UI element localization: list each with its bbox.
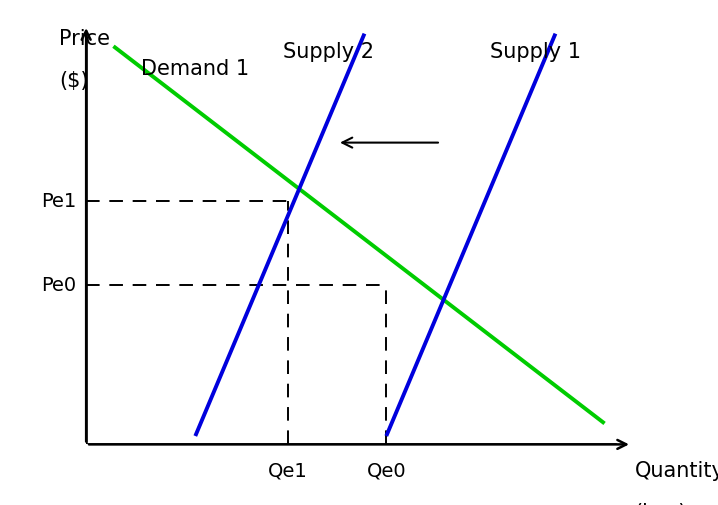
- Text: (kgs): (kgs): [635, 503, 687, 505]
- Text: Price: Price: [59, 29, 110, 49]
- Text: Quantity: Quantity: [635, 461, 718, 481]
- Text: ($): ($): [59, 71, 88, 91]
- Text: Pe0: Pe0: [41, 276, 76, 294]
- Text: Supply 2: Supply 2: [283, 42, 373, 62]
- Text: Qe1: Qe1: [269, 461, 308, 480]
- Text: Qe0: Qe0: [366, 461, 406, 480]
- Text: Pe1: Pe1: [41, 192, 76, 211]
- Text: Demand 1: Demand 1: [141, 59, 249, 79]
- Text: Supply 1: Supply 1: [490, 42, 581, 62]
